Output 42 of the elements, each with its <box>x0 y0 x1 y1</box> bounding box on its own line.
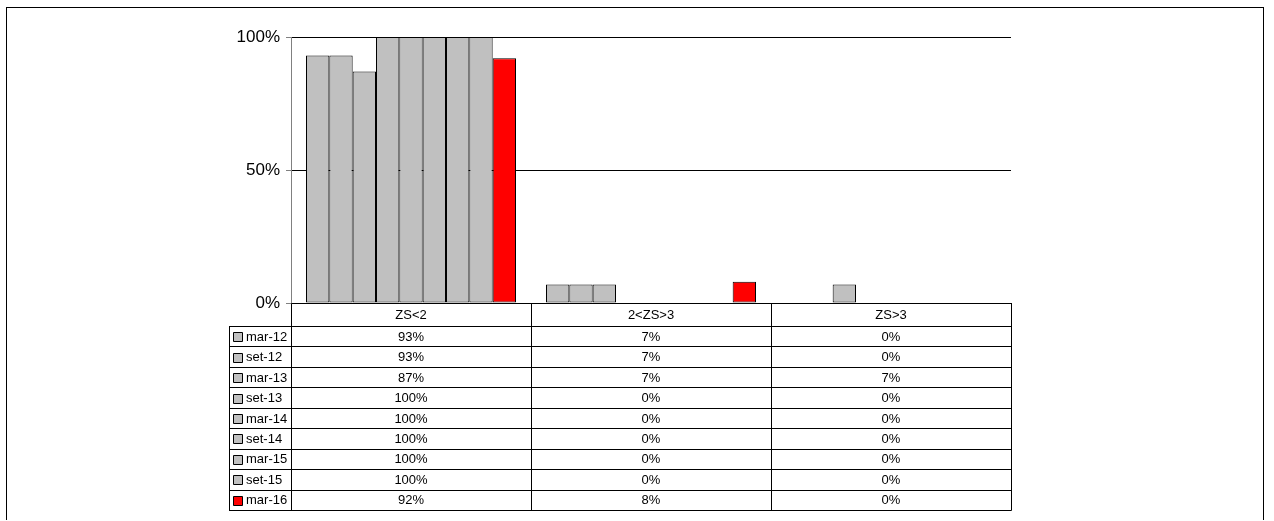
x-tick-label: ZS<2 <box>395 307 427 323</box>
y-tick-label: 50% <box>245 159 280 179</box>
data-label: 0% <box>881 410 901 426</box>
data-label: 7% <box>641 369 661 385</box>
legend-label: set-15 <box>246 471 283 487</box>
data-label: 0% <box>641 471 661 487</box>
data-label: 100% <box>394 431 429 447</box>
data-label: 7% <box>881 369 901 385</box>
data-label: 100% <box>394 410 429 426</box>
legend-label: mar-15 <box>246 451 288 467</box>
data-label: 8% <box>641 492 661 508</box>
x-tick-label: 2<ZS>3 <box>627 307 675 323</box>
legend-label: mar-14 <box>246 410 288 426</box>
data-label: 0% <box>881 390 901 406</box>
data-label: 0% <box>641 410 661 426</box>
data-label: 0% <box>641 390 661 406</box>
data-label: 92% <box>397 492 425 508</box>
data-label: 0% <box>881 328 901 344</box>
data-label: 0% <box>881 349 901 365</box>
data-label: 87% <box>397 369 425 385</box>
legend-label: mar-16 <box>246 492 288 508</box>
y-tick-label: 0% <box>255 292 280 312</box>
data-label: 100% <box>394 390 429 406</box>
data-label: 93% <box>397 328 425 344</box>
legend-label: set-14 <box>246 431 283 447</box>
legend-label: set-13 <box>246 390 283 406</box>
data-label: 0% <box>881 492 901 508</box>
data-label: 7% <box>641 349 661 365</box>
data-label: 93% <box>397 349 425 365</box>
data-label: 0% <box>881 471 901 487</box>
legend-label: mar-12 <box>246 328 288 344</box>
legend-label: set-12 <box>246 349 283 365</box>
data-label: 0% <box>881 451 901 467</box>
data-label: 0% <box>641 431 661 447</box>
x-tick-label: ZS>3 <box>875 307 907 323</box>
data-label: 100% <box>394 451 429 467</box>
data-label: 7% <box>641 328 661 344</box>
data-label: 0% <box>641 451 661 467</box>
data-label: 0% <box>881 431 901 447</box>
y-tick-label: 100% <box>236 26 280 46</box>
legend-label: mar-13 <box>246 369 288 385</box>
data-label: 100% <box>394 471 429 487</box>
